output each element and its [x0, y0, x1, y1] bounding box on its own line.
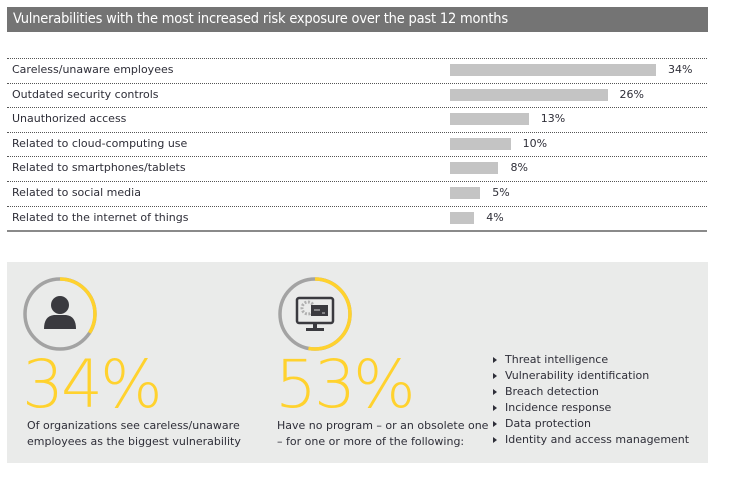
program-list: Threat intelligence Vulnerability identif…	[493, 352, 689, 448]
bar	[450, 186, 481, 199]
stat-ring-programs	[278, 277, 352, 351]
bar-row: Related to smartphones/tablets 8%	[7, 156, 707, 181]
chart-title: Vulnerabilities with the most increased …	[13, 11, 508, 27]
program-list-label: Incidence response	[505, 401, 612, 414]
program-list-item: Vulnerability identification	[493, 368, 689, 384]
bar-row: Related to cloud-computing use 10%	[7, 131, 707, 157]
category-label: Related to social media	[12, 185, 141, 199]
monitor-gear-icon	[295, 296, 335, 331]
bar-row: Outdated security controls 26%	[7, 82, 707, 108]
stats-panel	[7, 262, 708, 463]
stat-ring-employees	[23, 277, 97, 351]
program-list-item: Breach detection	[493, 384, 689, 400]
bullet-triangle-icon	[493, 437, 497, 443]
program-list-label: Threat intelligence	[505, 353, 609, 366]
caption-line: Have no program – or an obsolete one	[277, 419, 489, 432]
bar	[450, 137, 511, 150]
category-label: Related to smartphones/tablets	[12, 161, 186, 175]
ring-progress-arc	[308, 277, 352, 351]
stat-caption-employees: Of organizations see careless/unaware em…	[27, 418, 241, 449]
bullet-triangle-icon	[493, 373, 497, 379]
program-list-item: Identity and access management	[493, 432, 689, 448]
bar	[450, 88, 608, 101]
bar-row: Careless/unaware employees 34%	[7, 58, 707, 83]
caption-line: employees as the biggest vulnerability	[27, 434, 241, 448]
value-label: 5%	[492, 185, 510, 199]
bar	[450, 211, 475, 224]
category-label: Careless/unaware employees	[12, 63, 174, 76]
stat-caption-programs: Have no program – or an obsolete one – f…	[277, 418, 488, 449]
category-label: Related to cloud-computing use	[12, 136, 188, 150]
value-label: 13%	[540, 112, 566, 126]
person-icon	[44, 296, 76, 329]
bullet-triangle-icon	[493, 421, 497, 427]
category-label: Outdated security controls	[12, 87, 159, 101]
chart-title-bar: Vulnerabilities with the most increased …	[7, 7, 708, 32]
program-list-label: Data protection	[505, 417, 591, 430]
ring-progress-arc	[59, 277, 97, 334]
program-list-label: Vulnerability identification	[505, 369, 650, 382]
value-label: 4%	[486, 210, 504, 224]
bullet-triangle-icon	[493, 389, 497, 395]
stat-value-employees: 34%	[22, 346, 163, 423]
table-bottom-rule	[7, 230, 707, 232]
bar	[450, 64, 656, 76]
value-label: 10%	[522, 136, 548, 150]
bar	[450, 113, 529, 126]
bullet-triangle-icon	[493, 405, 497, 411]
category-label: Unauthorized access	[12, 112, 127, 126]
bullet-triangle-icon	[493, 357, 497, 363]
stat-value-programs: 53%	[275, 346, 416, 423]
bar-row: Related to social media 5%	[7, 180, 707, 206]
bar-row: Unauthorized access 13%	[7, 107, 707, 132]
bar	[450, 162, 499, 175]
value-label: 34%	[668, 63, 693, 76]
caption-line: Of organizations see careless/unaware	[27, 419, 240, 432]
category-label: Related to the internet of things	[12, 210, 189, 224]
bar-row: Related to the internet of things 4%	[7, 205, 707, 231]
program-list-item: Threat intelligence	[493, 352, 689, 368]
program-list-label: Breach detection	[505, 385, 599, 398]
program-list-item: Data protection	[493, 416, 689, 432]
program-list-label: Identity and access management	[505, 433, 690, 446]
program-list-item: Incidence response	[493, 400, 689, 416]
value-label: 8%	[510, 161, 528, 175]
vulnerability-bar-chart: Careless/unaware employees 34% Outdated se…	[7, 58, 707, 230]
caption-line: – for one or more of the following:	[277, 434, 465, 448]
value-label: 26%	[619, 87, 644, 101]
